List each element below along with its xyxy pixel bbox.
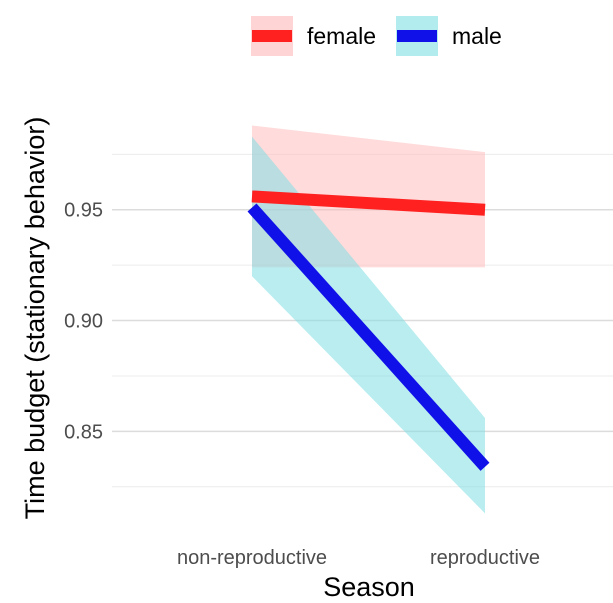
y-tick-label-0: 0.85 [64,421,103,443]
series-line-male [247,203,490,471]
legend-label-female: female [307,23,376,49]
x-axis-title: Season [323,572,415,602]
y-axis-title: Time budget (stationary behavior) [20,117,50,520]
series-line-female [251,190,486,216]
legend-label-male: male [452,23,502,49]
legend: female male [251,16,502,56]
confidence-bands [252,125,485,514]
x-tick-label-1: reproductive [430,547,540,569]
y-tick-label-1: 0.90 [64,311,103,333]
band-male [252,136,485,514]
x-tick-label-0: non-reproductive [177,547,327,569]
x-axis-ticks: non-reproductive reproductive [177,547,540,569]
series-lines [247,190,490,471]
y-axis-ticks: 0.85 0.90 0.95 [64,200,103,444]
y-tick-label-2: 0.95 [64,200,103,222]
